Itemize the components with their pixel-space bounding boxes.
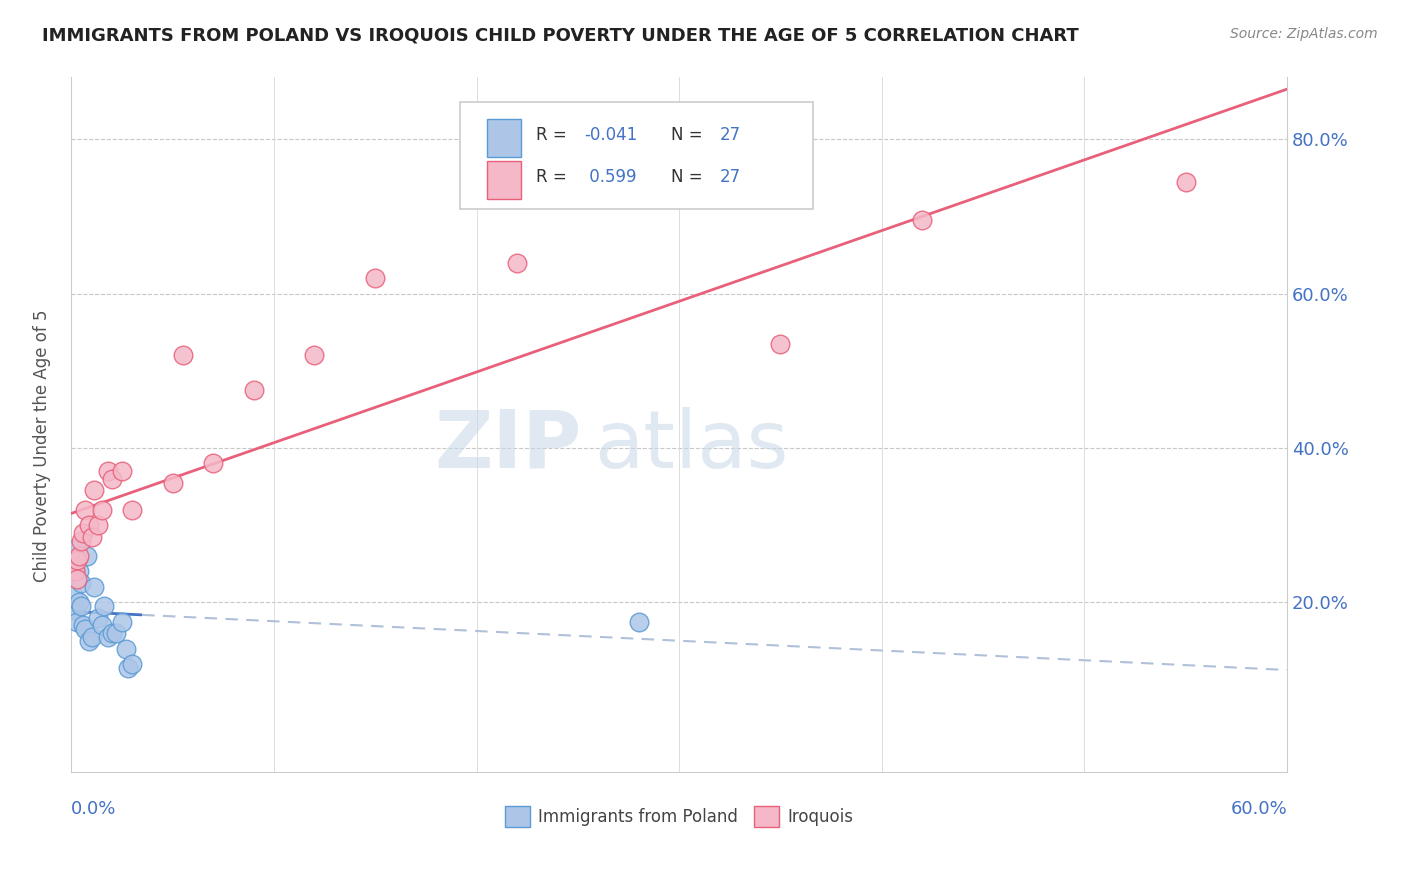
Point: [72, 525, 94, 540]
Text: 27: 27: [720, 126, 741, 145]
FancyBboxPatch shape: [486, 120, 522, 157]
Text: N =: N =: [671, 126, 707, 145]
Point: [65, 603, 87, 617]
Point: [70, 599, 93, 614]
Text: IMMIGRANTS FROM POLAND VS IROQUOIS CHILD POVERTY UNDER THE AGE OF 5 CORRELATION : IMMIGRANTS FROM POLAND VS IROQUOIS CHILD…: [42, 27, 1078, 45]
Point: [202, 456, 225, 470]
Point: [172, 348, 194, 362]
Point: [627, 615, 650, 629]
Text: 60.0%: 60.0%: [1230, 800, 1286, 818]
Point: [104, 626, 127, 640]
Point: [1174, 175, 1197, 189]
Point: [66, 541, 89, 556]
Point: [86, 610, 108, 624]
Point: [66, 572, 89, 586]
Point: [111, 615, 134, 629]
Point: [506, 255, 529, 269]
Point: [364, 271, 387, 285]
Point: [66, 553, 89, 567]
Point: [86, 518, 108, 533]
Point: [304, 348, 326, 362]
Point: [911, 213, 934, 227]
Point: [769, 336, 792, 351]
Point: [121, 657, 143, 671]
Point: [70, 533, 93, 548]
Point: [65, 560, 87, 574]
Point: [97, 630, 120, 644]
Point: [162, 475, 184, 490]
Text: 27: 27: [720, 168, 741, 186]
Point: [111, 464, 134, 478]
Point: [79, 518, 101, 533]
Point: [70, 576, 93, 591]
Point: [83, 580, 105, 594]
Point: [76, 549, 98, 563]
Point: [72, 618, 94, 632]
Point: [75, 502, 97, 516]
Point: [67, 595, 90, 609]
Point: [75, 622, 97, 636]
Point: [93, 599, 115, 614]
Text: R =: R =: [536, 126, 572, 145]
Point: [66, 615, 89, 629]
Text: N =: N =: [671, 168, 707, 186]
Point: [80, 630, 103, 644]
Text: Child Poverty Under the Age of 5: Child Poverty Under the Age of 5: [34, 310, 51, 582]
Text: 0.0%: 0.0%: [72, 800, 117, 818]
Point: [79, 633, 101, 648]
Text: ZIP: ZIP: [434, 407, 582, 484]
Text: atlas: atlas: [595, 407, 789, 484]
Point: [121, 502, 143, 516]
Point: [90, 618, 112, 632]
Point: [115, 641, 138, 656]
Point: [242, 383, 264, 397]
Text: -0.041: -0.041: [585, 126, 637, 145]
Point: [100, 472, 122, 486]
Point: [80, 530, 103, 544]
Legend: Immigrants from Poland, Iroquois: Immigrants from Poland, Iroquois: [498, 799, 860, 833]
Point: [97, 464, 120, 478]
Text: 0.599: 0.599: [585, 168, 637, 186]
Point: [83, 483, 105, 498]
Point: [90, 502, 112, 516]
Point: [62, 560, 84, 574]
Point: [117, 661, 139, 675]
Text: Source: ZipAtlas.com: Source: ZipAtlas.com: [1230, 27, 1378, 41]
Point: [62, 588, 84, 602]
Point: [65, 565, 87, 579]
Point: [100, 626, 122, 640]
Point: [67, 549, 90, 563]
Text: R =: R =: [536, 168, 572, 186]
FancyBboxPatch shape: [460, 102, 813, 210]
FancyBboxPatch shape: [486, 161, 522, 199]
Point: [62, 603, 84, 617]
Point: [67, 565, 90, 579]
